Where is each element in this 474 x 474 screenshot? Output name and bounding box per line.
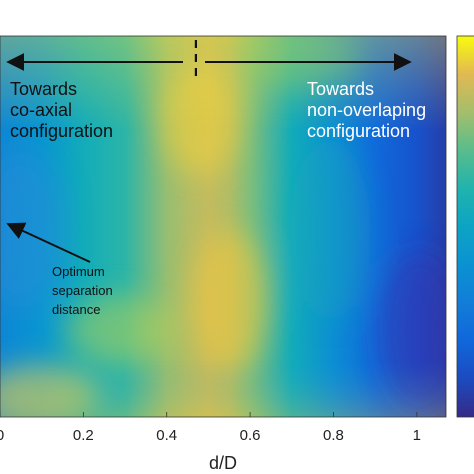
optimum-text-line-3: distance [52,302,100,317]
left-text-line-3: configuration [10,121,113,141]
colorbar [456,35,474,418]
x-tick-label: 0.2 [73,427,94,444]
x-tick-label: 0 [0,427,4,444]
right-text-line-1: Towards [307,79,374,99]
right-text-line-3: configuration [307,121,410,141]
x-ticks: 0 0.2 0.4 0.6 0.8 1 [0,412,421,444]
heatmap-area [0,36,446,417]
x-tick-label: 0.6 [240,427,261,444]
left-text-line-1: Towards [10,79,77,99]
optimum-arrow [6,222,91,263]
optimum-text-line-2: separation [52,283,113,298]
x-tick-label: 0.8 [323,427,344,444]
optimum-text-line-1: Optimum [52,264,105,279]
x-tick-label: 1 [413,427,421,444]
right-text-line-2: non-overlaping [307,100,426,120]
plot-frame [0,35,447,418]
x-tick-label: 0.4 [156,427,177,444]
left-text-line-2: co-axial [10,100,72,120]
x-axis-label: d/D [209,453,237,473]
